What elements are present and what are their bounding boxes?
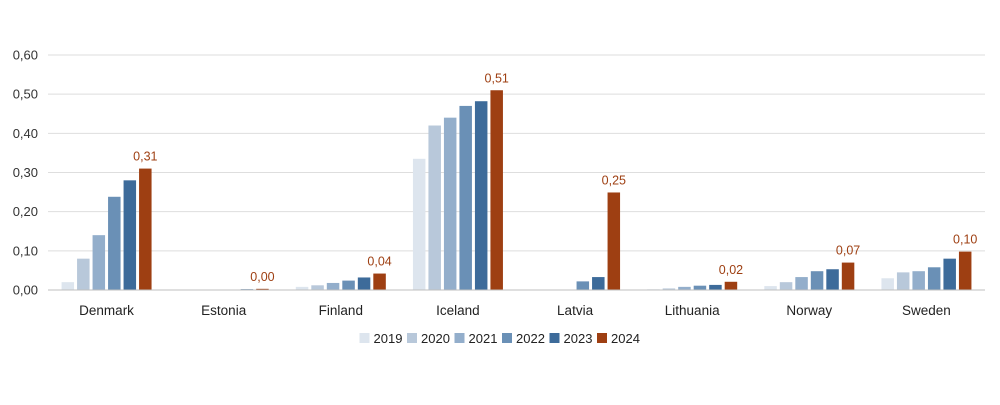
x-tick-label: Estonia xyxy=(201,303,247,318)
legend-label: 2020 xyxy=(421,331,450,346)
bar-2024-norway xyxy=(842,263,855,290)
legend-label: 2023 xyxy=(564,331,593,346)
x-tick-label: Latvia xyxy=(557,303,594,318)
data-label-2024: 0,04 xyxy=(367,255,391,269)
bar-2024-sweden xyxy=(959,252,972,290)
y-tick-label: 0,40 xyxy=(13,126,38,141)
data-label-2024: 0,31 xyxy=(133,150,157,164)
x-tick-label: Iceland xyxy=(436,303,480,318)
bar-2022-norway xyxy=(811,271,824,290)
y-tick-label: 0,00 xyxy=(13,283,38,298)
legend-swatch xyxy=(550,333,560,343)
bar-2023-lithuania xyxy=(709,285,722,290)
bar-2024-iceland xyxy=(490,90,503,290)
data-label-2024: 0,07 xyxy=(836,244,860,258)
legend-swatch xyxy=(360,333,370,343)
data-label-2024: 0,02 xyxy=(719,263,743,277)
bar-2020-iceland xyxy=(428,126,441,291)
bar-2019-norway xyxy=(764,286,777,290)
data-labels: 0,31 0,00 0,04 0,51 0,25 0,02 0,07 0,10 xyxy=(133,71,977,284)
y-axis-ticks: 0,00 0,10 0,20 0,30 0,40 0,50 0,60 xyxy=(13,48,38,298)
data-label-2024: 0,51 xyxy=(485,71,509,85)
x-axis-ticks: Denmark Estonia Finland Iceland Latvia Lithua… xyxy=(79,303,951,318)
legend-label: 2024 xyxy=(611,331,640,346)
bar-2022-denmark xyxy=(108,197,121,290)
y-tick-label: 0,10 xyxy=(13,243,38,258)
bar-2023-latvia xyxy=(592,277,605,290)
bar-2022-latvia xyxy=(577,281,590,290)
bar-2023-finland xyxy=(358,277,371,290)
bar-2023-denmark xyxy=(124,180,137,290)
bar-2024-latvia xyxy=(608,192,621,290)
bar-2023-norway xyxy=(826,269,839,290)
bar-2019-sweden xyxy=(881,278,894,290)
x-tick-label: Denmark xyxy=(79,303,134,318)
gridlines xyxy=(48,55,985,251)
bar-2020-norway xyxy=(780,282,793,290)
bar-2020-finland xyxy=(311,285,324,290)
bar-2021-finland xyxy=(327,283,340,290)
bar-2020-sweden xyxy=(897,272,910,290)
bar-2024-finland xyxy=(373,274,386,290)
bar-2024-lithuania xyxy=(725,282,738,290)
bar-2021-norway xyxy=(795,277,808,290)
data-label-2024: 0,25 xyxy=(602,173,626,187)
bar-2022-lithuania xyxy=(694,286,707,290)
data-label-2024: 0,10 xyxy=(953,233,977,247)
bar-2022-sweden xyxy=(928,267,941,290)
legend: 2019 2020 2021 2022 2023 2024 xyxy=(360,331,640,346)
bar-2021-denmark xyxy=(93,235,106,290)
y-tick-label: 0,20 xyxy=(13,204,38,219)
bar-2019-denmark xyxy=(62,282,75,290)
y-tick-label: 0,30 xyxy=(13,165,38,180)
legend-label: 2022 xyxy=(516,331,545,346)
data-label-2024: 0,00 xyxy=(250,270,274,284)
x-tick-label: Finland xyxy=(319,303,363,318)
y-tick-label: 0,50 xyxy=(13,87,38,102)
legend-label: 2021 xyxy=(469,331,498,346)
bar-2022-iceland xyxy=(459,106,472,290)
legend-swatch xyxy=(455,333,465,343)
bar-2021-sweden xyxy=(912,271,925,290)
bar-2020-denmark xyxy=(77,259,90,290)
bar-2024-denmark xyxy=(139,169,152,290)
bar-2019-iceland xyxy=(413,159,426,290)
y-tick-label: 0,60 xyxy=(13,48,38,63)
legend-swatch xyxy=(597,333,607,343)
legend-label: 2019 xyxy=(374,331,403,346)
legend-swatch xyxy=(502,333,512,343)
x-tick-label: Sweden xyxy=(902,303,951,318)
x-tick-label: Lithuania xyxy=(665,303,720,318)
bar-2021-iceland xyxy=(444,118,457,290)
bars xyxy=(62,90,972,290)
bar-2023-iceland xyxy=(475,101,488,290)
legend-swatch xyxy=(407,333,417,343)
x-tick-label: Norway xyxy=(786,303,832,318)
bar-2023-sweden xyxy=(943,259,956,290)
bar-2022-finland xyxy=(342,281,355,290)
